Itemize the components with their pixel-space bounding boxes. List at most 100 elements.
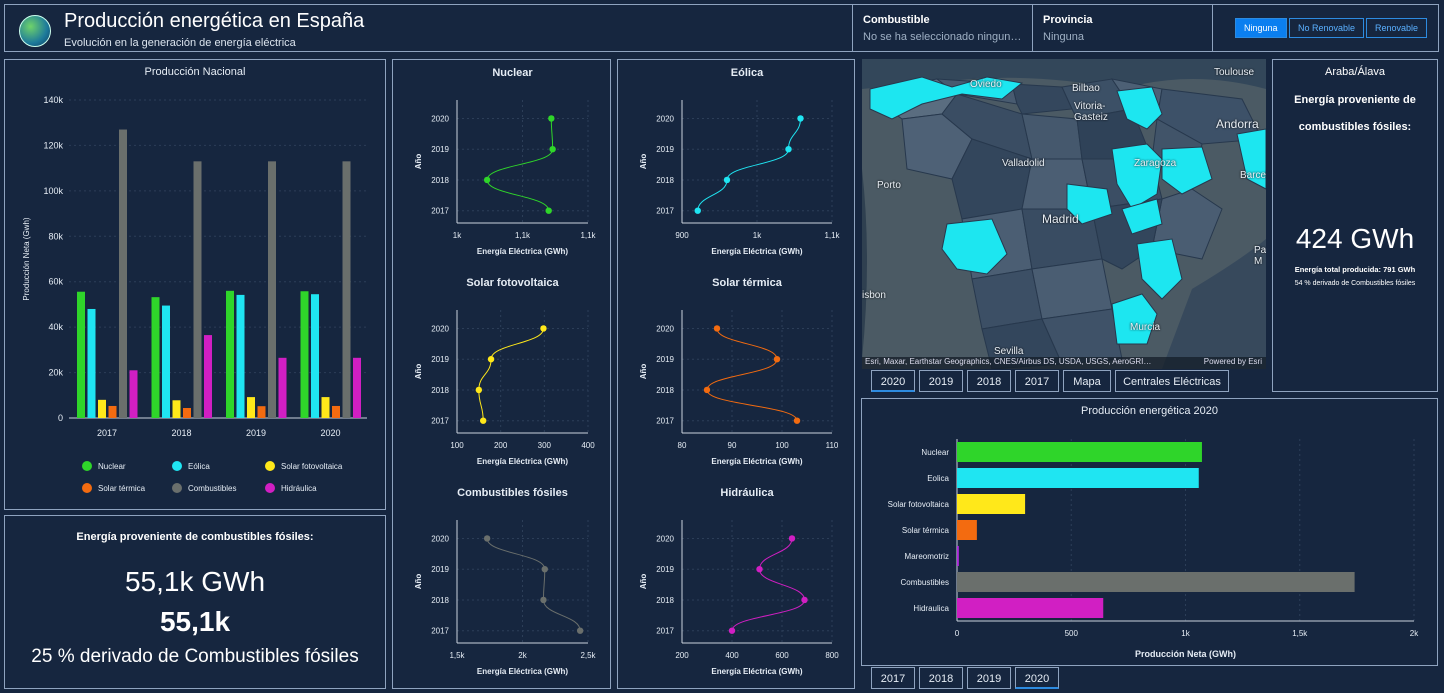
map-attribution: Esri, Maxar, Earthstar Geographics, CNES… (862, 357, 1266, 369)
bar-tab-2020[interactable]: 2020 (1015, 667, 1059, 689)
bar-solar-fotovoltaica (172, 400, 181, 418)
x-tick-label: 200 (675, 651, 689, 660)
bar-combustibles (193, 161, 202, 418)
y-tick-label: 2018 (431, 596, 449, 605)
x-tick-label: 900 (675, 231, 689, 240)
data-point (483, 176, 491, 184)
map-tab-2017[interactable]: 2017 (1015, 370, 1059, 392)
data-point (475, 386, 483, 394)
bar-tab-2019[interactable]: 2019 (967, 667, 1011, 689)
map-tab-2018[interactable]: 2018 (967, 370, 1011, 392)
bar-tab-2017[interactable]: 2017 (871, 667, 915, 689)
province-panel: Araba/Álava Energía proveniente de combu… (1272, 59, 1438, 392)
map-label-bilbao: Bilbao (1072, 83, 1100, 94)
bar-nuclear (957, 442, 1202, 462)
combustibles-trend-chart: Combustibles fósiles 1,5k 2k 2,5k 2017 2018 20… (414, 487, 597, 676)
bar-solar-térmica (957, 520, 977, 540)
legend-label: Combustibles (188, 484, 236, 493)
bar-tab-2018[interactable]: 2018 (919, 667, 963, 689)
filter-toggle-group (1212, 5, 1439, 51)
y-tick-label: 60k (48, 277, 63, 287)
fosiles-summary-panel: Energía proveniente de combustibles fósi… (4, 515, 386, 689)
produccion-nacional-title: Producción Nacional (144, 66, 246, 78)
series-line (478, 328, 544, 421)
x-tick-label: 100 (450, 441, 464, 450)
spain-map[interactable]: Oviedo Bilbao Vitoria-Gasteiz Toulouse A… (862, 59, 1266, 369)
chart-title: Combustibles fósiles (457, 487, 568, 499)
toggle-renovable[interactable]: Renovable (1366, 18, 1428, 38)
x-tick-label: 1,1k (580, 231, 596, 240)
y-tick-label: 2019 (431, 145, 449, 154)
map-tab-centrales[interactable]: Centrales Eléctricas (1115, 370, 1229, 392)
map-label-andorra: Andorra (1216, 117, 1259, 131)
map-tab-2019[interactable]: 2019 (919, 370, 963, 392)
legend-label: Hidráulica (281, 484, 317, 493)
combustible-selector[interactable]: Combustible No se ha seleccionado ningun… (852, 5, 1032, 51)
data-point (756, 566, 763, 573)
legend-swatch (172, 483, 182, 493)
data-point (703, 386, 711, 394)
bar-hidráulica (129, 370, 138, 418)
map-label-porto: Porto (877, 180, 901, 191)
x-tick-label: 300 (538, 441, 552, 450)
y-tick-label: 2020 (431, 534, 449, 543)
x-tick-label: 1,1k (824, 231, 840, 240)
y-axis-label: Año (639, 154, 648, 170)
x-tick-label: 90 (728, 441, 737, 450)
x-tick-label: 1,5k (1292, 629, 1308, 638)
chart-title: Nuclear (492, 67, 533, 79)
powered-by-esri[interactable]: Powered by Esri (1203, 357, 1262, 366)
province-total: Energía total producida: 791 GWh (1294, 265, 1416, 274)
x-tick-label: 2k (1410, 629, 1419, 638)
province-name: Araba/Álava (1325, 66, 1385, 78)
right-trend-panel: Eólica 900 1k 1,1k 2017 2018 2019 2020 Energía E… (617, 59, 855, 689)
y-tick-label: 2019 (656, 565, 674, 574)
data-point (548, 115, 555, 122)
bar-nuclear (300, 291, 309, 418)
bar-eólica (87, 308, 96, 418)
bar-combustibles (268, 161, 276, 418)
provincia-value: Ninguna (1043, 31, 1084, 43)
legend-swatch (265, 483, 275, 493)
legend-swatch (82, 461, 92, 471)
x-axis-label: Energía Eléctrica (GWh) (477, 667, 568, 676)
data-point (723, 176, 731, 184)
solar-fv-trend-chart: Solar fotovoltaica 100 200 300 400 2017 2018 20… (414, 277, 595, 466)
page-subtitle: Evolución en la generación de energía el… (64, 37, 296, 49)
data-point (788, 535, 796, 542)
map-tab-2020[interactable]: 2020 (871, 370, 915, 392)
province-percent: 54 % derivado de Combustibles fósiles (1294, 280, 1416, 287)
y-axis-label: Año (414, 154, 423, 170)
hidraulica-trend-chart: Hidráulica 200 400 600 800 2017 2018 2019 2020 En… (639, 487, 839, 676)
y-tick-label: 2017 (656, 417, 674, 426)
bar-combustibles (119, 129, 127, 418)
y-tick-label: 2017 (431, 417, 449, 426)
toggle-ninguna[interactable]: Ninguna (1235, 18, 1287, 38)
y-tick-label: 20k (48, 368, 63, 378)
solar-termica-trend-chart: Solar térmica 80 90 100 110 2017 2018 2019 2020 E… (639, 277, 839, 466)
y-tick-label: 2019 (656, 355, 674, 364)
y-tick-label: 2017 (656, 627, 674, 636)
x-tick-label: 1,1k (515, 231, 531, 240)
map-tab-mapa[interactable]: Mapa (1063, 370, 1111, 392)
series-line (486, 118, 554, 211)
combustible-value: No se ha seleccionado ningun… (863, 31, 1022, 43)
bar-eólica (311, 294, 319, 418)
y-tick-label: 2018 (656, 176, 674, 185)
y-tick-label: Solar térmica (902, 526, 950, 535)
data-point (549, 146, 556, 153)
x-tick-label: 2019 (246, 428, 266, 438)
toggle-no-renovable[interactable]: No Renovable (1289, 18, 1365, 38)
data-point (487, 356, 495, 363)
chart-title: Solar térmica (712, 277, 783, 289)
x-tick-label: 800 (825, 651, 839, 660)
produccion-2020-chart: 0 500 1k 1,5k 2k Nuclear Eolica Solar fotovolta… (888, 439, 1419, 659)
data-point (540, 325, 547, 332)
chart-title: Solar fotovoltaica (466, 277, 559, 289)
provincia-label: Provincia (1043, 14, 1093, 26)
bar-hidráulica (278, 357, 287, 418)
legend-swatch (172, 461, 182, 471)
bar-solar-fotovoltaica (321, 397, 330, 418)
x-tick-label: 600 (775, 651, 789, 660)
provincia-selector[interactable]: Provincia Ninguna (1032, 5, 1212, 51)
